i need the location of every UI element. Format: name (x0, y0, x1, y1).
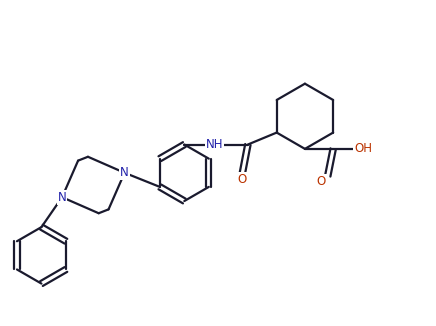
Text: N: N (120, 166, 129, 179)
Text: NH: NH (205, 138, 223, 151)
Text: N: N (58, 191, 66, 204)
Text: OH: OH (354, 142, 372, 156)
Text: O: O (317, 175, 326, 188)
Text: O: O (238, 173, 247, 186)
